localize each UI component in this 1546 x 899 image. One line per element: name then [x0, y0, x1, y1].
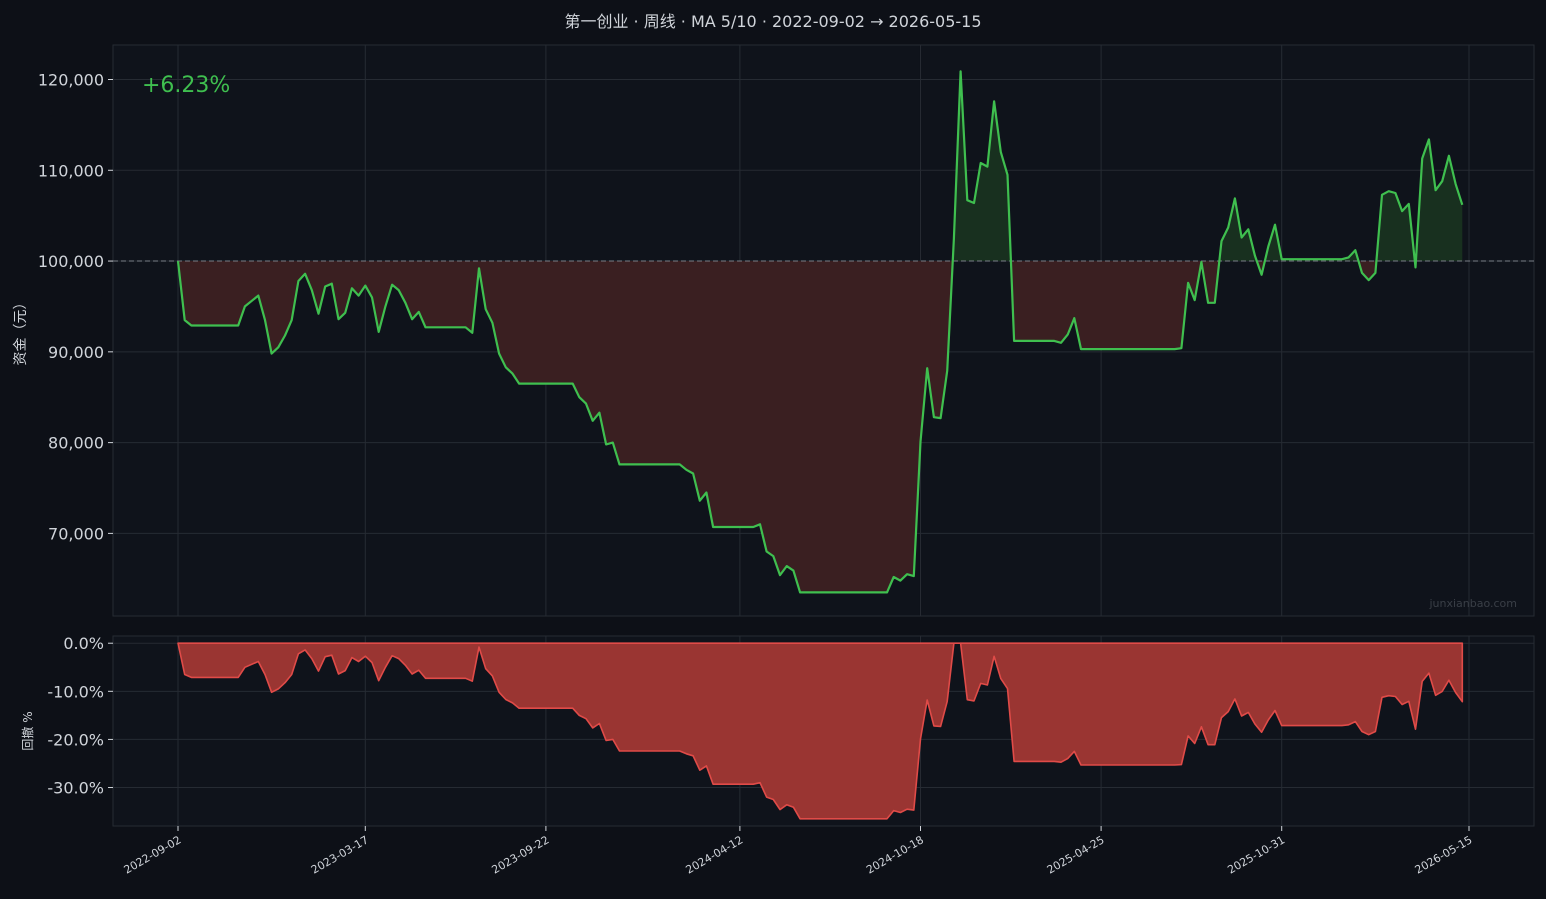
y-tick-label: 100,000 [38, 252, 104, 271]
y-tick-label: -20.0% [47, 730, 104, 749]
y-tick-label: 0.0% [63, 634, 104, 653]
equity-line [176, 70, 1464, 594]
drawdown-y-ticks: 0.0% -10.0% -20.0% -30.0% [47, 634, 113, 798]
equity-y-ticks: 70,000 80,000 90,000 100,000 110,000 120,000 [38, 70, 113, 543]
drawdown-panel: 0.0% -10.0% -20.0% -30.0% 回撤 % [20, 634, 1535, 827]
y-tick-label: 110,000 [38, 161, 104, 180]
y-tick-label: 80,000 [48, 434, 104, 453]
y-tick-label: 90,000 [48, 343, 104, 362]
equity-fill [178, 71, 1463, 593]
chart-title: 第一创业 · 周线 · MA 5/10 · 2022-09-02 → 2026-… [564, 12, 981, 31]
y-tick-label: 70,000 [48, 524, 104, 543]
equity-panel: 70,00080,00090,000100,000110,000120,000 … [13, 44, 1535, 617]
y-tick-label: 120,000 [38, 70, 104, 89]
y-tick-label: -30.0% [47, 779, 104, 798]
return-label: +6.23% [142, 73, 230, 98]
watermark: junxianbao.com [1428, 597, 1517, 610]
drawdown-area [177, 642, 1464, 820]
drawdown-y-label: 回撤 % [20, 711, 35, 750]
equity-y-label: 资金（元） [13, 296, 29, 366]
y-tick-label: -10.0% [47, 682, 104, 701]
loss-area [178, 261, 1416, 593]
